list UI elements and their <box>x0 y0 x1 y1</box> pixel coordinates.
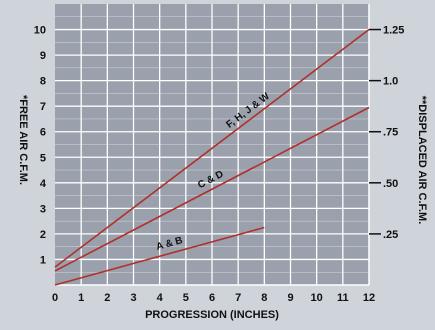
y2-tick-label: .50 <box>383 178 398 190</box>
y-tick-label: 4 <box>40 178 47 190</box>
y-tick-label: 2 <box>40 229 46 241</box>
x-tick-label: 9 <box>287 292 293 304</box>
x-tick-label: 4 <box>157 292 164 304</box>
series-lines <box>54 28 370 286</box>
y-tick-label: 1 <box>40 254 46 266</box>
y2-tick-label: .25 <box>383 229 398 241</box>
series-line <box>54 28 370 268</box>
x-tick-label: 5 <box>183 292 189 304</box>
y-tick-label: 3 <box>40 203 46 215</box>
x-tick-label: 11 <box>337 292 349 304</box>
y2-axis-title: **DISPLACED AIR C.F.M. <box>416 96 428 225</box>
x-axis-title: PROGRESSION (INCHES) <box>145 309 279 321</box>
x-tick-label: 0 <box>52 292 58 304</box>
x-tick-label: 1 <box>78 292 84 304</box>
y-axis-title: *FREE AIR C.F.M. <box>17 95 29 185</box>
y-tick-label: 9 <box>40 50 46 62</box>
x-tick-label: 8 <box>261 292 267 304</box>
x-tick-label: 2 <box>104 292 110 304</box>
y2-tick-label: 1.0 <box>383 76 398 88</box>
y-tick-label: 7 <box>40 101 46 113</box>
y-tick-label: 8 <box>40 76 46 88</box>
grid-lines <box>55 4 369 285</box>
y2-tick-label: .75 <box>383 127 398 139</box>
y-tick-label: 10 <box>34 25 46 37</box>
series-line <box>54 226 265 286</box>
axes <box>55 4 381 286</box>
x-tick-label: 6 <box>209 292 215 304</box>
y-tick-label: 5 <box>40 152 46 164</box>
x-tick-label: 10 <box>311 292 323 304</box>
x-tick-label: 3 <box>130 292 136 304</box>
x-tick-label: 7 <box>235 292 241 304</box>
tick-labels: 0 1 2 3 4 5 6 7 8 9 10 11 1212345678910.25.50.751.01… <box>34 25 405 304</box>
series-line <box>54 106 370 272</box>
x-tick-label: 12 <box>363 292 375 304</box>
y-tick-label: 6 <box>40 127 46 139</box>
y2-tick-label: 1.25 <box>383 25 404 37</box>
